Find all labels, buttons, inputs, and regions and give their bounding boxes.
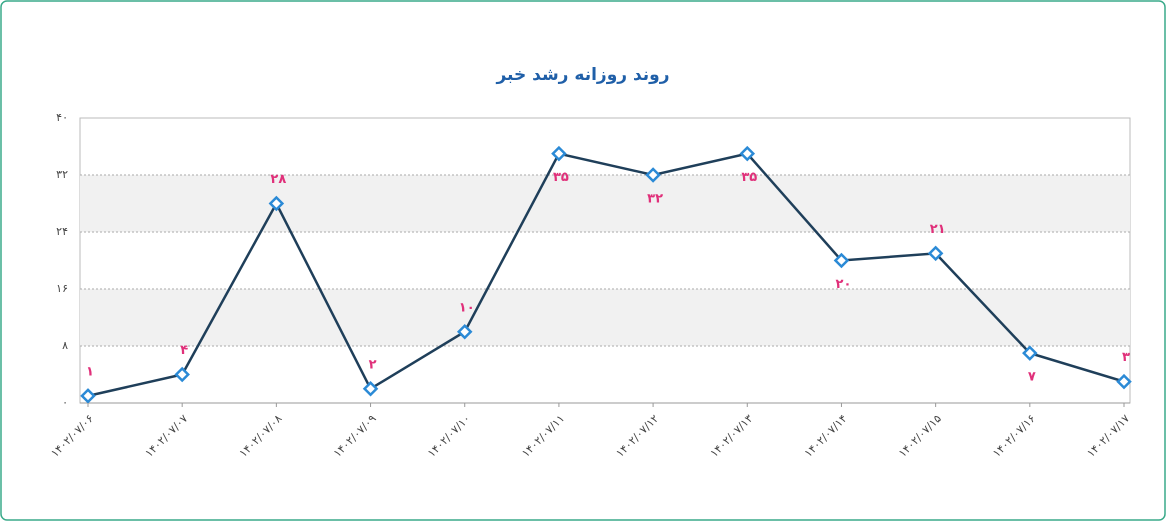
marker [362,380,379,397]
data-label: ۱۰ [459,300,475,315]
data-label: ۷ [1028,370,1036,385]
y-tick-label: ۸ [62,339,68,352]
data-label: ۳ [1122,350,1130,365]
data-label: ۴ [180,343,188,358]
marker [645,167,661,183]
data-label: ۲۰ [836,277,852,292]
marker [1116,373,1132,390]
data-label: ۳۲ [647,192,663,207]
marker [551,145,567,162]
data-label: ۲۱ [930,222,946,237]
marker [739,145,756,162]
y-tick-label: ۲۴ [56,225,68,238]
data-label: ۱ [86,364,94,379]
y-tick-label: ۰ [62,396,68,409]
marker [1022,345,1038,361]
plot-area [79,117,1131,404]
marker [268,195,285,212]
data-label: ۳۵ [553,170,569,185]
y-tick-label: ۱۶ [56,282,68,295]
grid-band [80,289,1130,346]
y-tick-label: ۴۰ [56,111,68,124]
marker [456,323,473,340]
line [87,152,1125,398]
data-label: ۲ [369,357,377,372]
data-label: ۲۸ [270,172,286,187]
marker [927,245,944,262]
grid-band [80,175,1130,232]
marker [833,252,850,269]
marker [80,388,96,404]
marker [174,366,190,383]
chart-title: روند روزانه رشد خبر [495,65,669,85]
data-label: ۳۵ [741,170,757,185]
y-tick-label: ۳۲ [56,168,68,181]
